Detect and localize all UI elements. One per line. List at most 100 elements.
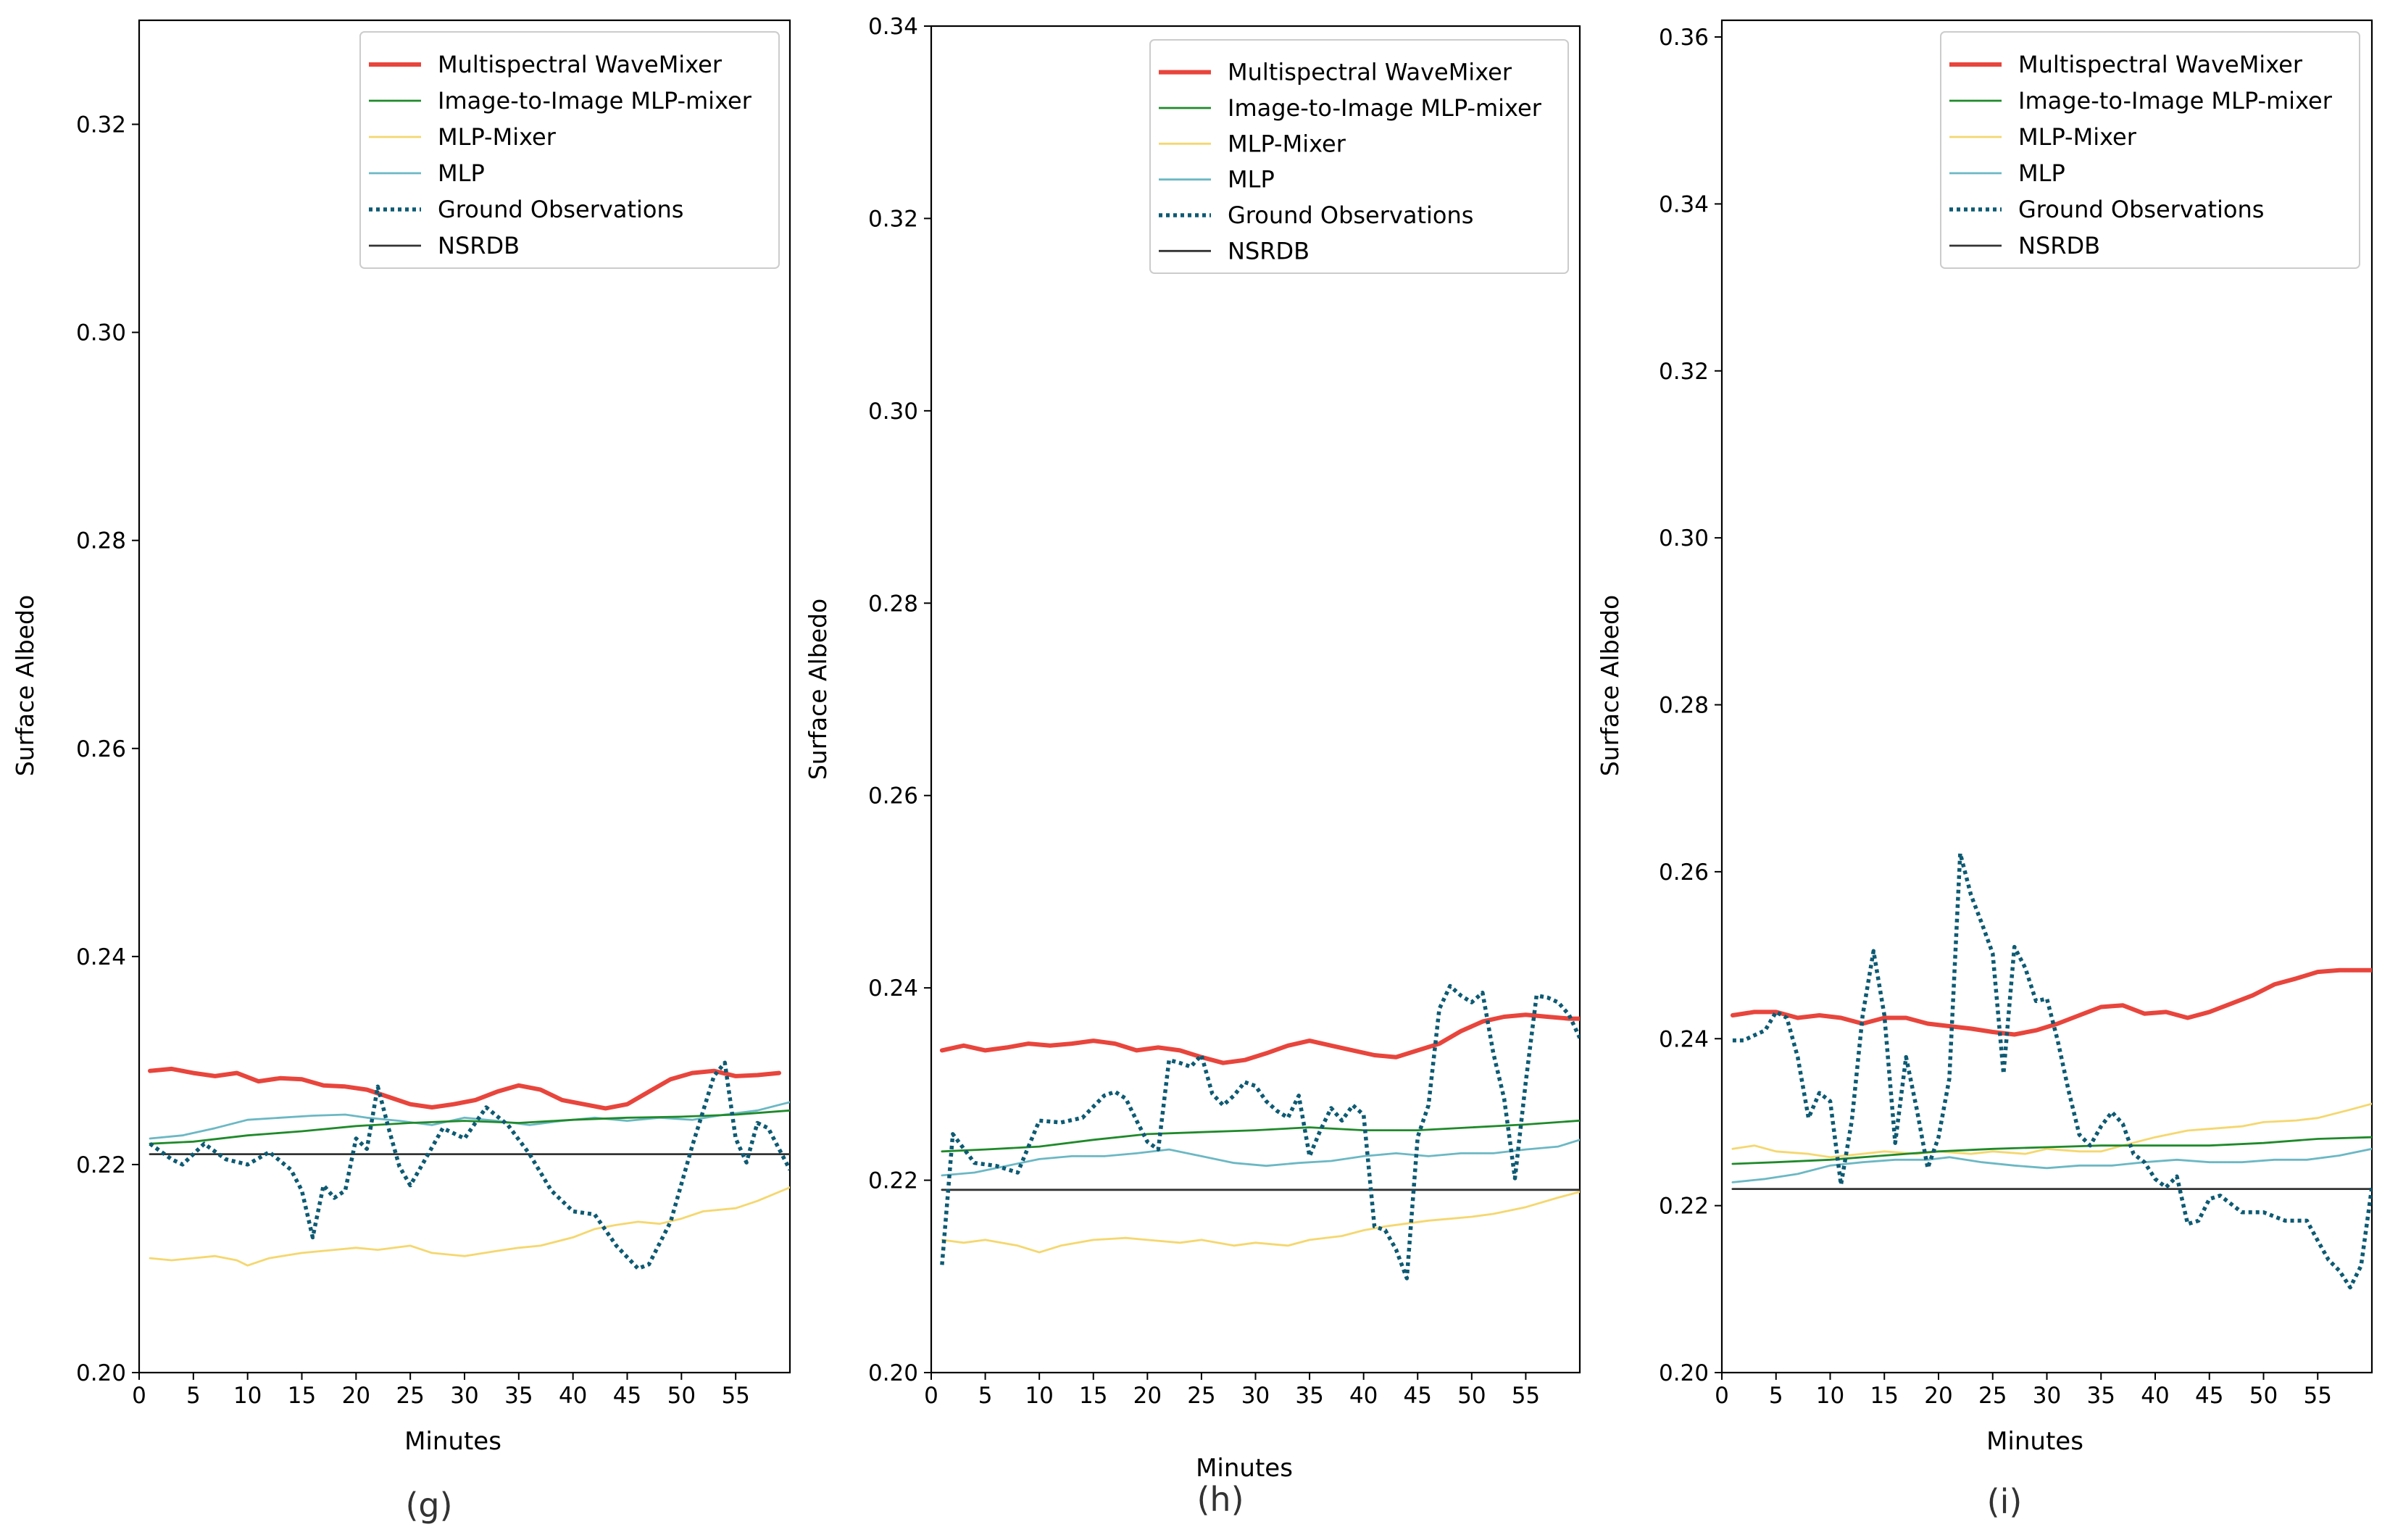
y-tick-label: 0.26 — [868, 783, 918, 809]
x-tick-label: 0 — [924, 1383, 938, 1409]
y-axis-label: Surface Albedo — [11, 595, 39, 776]
series-line-mlp — [149, 1101, 790, 1140]
x-tick-label: 45 — [613, 1383, 641, 1409]
legend-label: NSRDB — [438, 232, 520, 259]
series-line-image-to-image-mlp-mixer — [149, 1109, 790, 1145]
legend-box — [1149, 39, 1569, 274]
series-line-mlp-mixer — [1731, 1102, 2372, 1159]
x-tick-label: 5 — [1769, 1383, 1783, 1409]
y-tick-label: 0.36 — [1659, 25, 1709, 51]
y-tick-label: 0.24 — [76, 944, 126, 970]
x-tick-label: 25 — [1187, 1383, 1215, 1409]
legend-box — [1940, 31, 2360, 269]
legend-label: NSRDB — [1228, 237, 1309, 265]
y-tick-label: 0.28 — [1659, 693, 1709, 719]
x-tick-label: 45 — [1404, 1383, 1432, 1409]
y-tick-label: 0.26 — [76, 736, 126, 762]
y-tick-label: 0.30 — [76, 320, 126, 346]
y-tick-label: 0.22 — [1659, 1194, 1709, 1220]
x-axis-label: Minutes — [1986, 1427, 2083, 1456]
x-tick-label: 35 — [2087, 1383, 2115, 1409]
series-line-mlp-mixer — [941, 1191, 1580, 1254]
legend-label: MLP — [438, 159, 485, 187]
y-axis-label: Surface Albedo — [804, 599, 832, 780]
legend-label: Image-to-Image MLP-mixer — [2018, 87, 2333, 115]
legend-label: MLP-Mixer — [1228, 130, 1346, 157]
series-line-ground-observations — [149, 1060, 790, 1271]
legend-label: MLP-Mixer — [438, 123, 557, 151]
legend-label: Multispectral WaveMixer — [438, 51, 723, 78]
legend: Multispectral WaveMixer Image-to-Image ML… — [359, 31, 780, 269]
y-tick-label: 0.32 — [76, 112, 126, 138]
legend-label: Ground Observations — [2018, 196, 2264, 223]
legend-label: Ground Observations — [438, 196, 683, 223]
x-tick-label: 30 — [2033, 1383, 2061, 1409]
legend-label: Image-to-Image MLP-mixer — [1228, 94, 1542, 122]
series-line-mlp — [1731, 1147, 2372, 1183]
legend-label: MLP — [1228, 166, 1275, 193]
legend-label: Multispectral WaveMixer — [2018, 51, 2303, 78]
x-tick-label: 50 — [2249, 1383, 2278, 1409]
x-tick-label: 0 — [1715, 1383, 1729, 1409]
x-tick-label: 5 — [978, 1383, 993, 1409]
series-group — [148, 1060, 790, 1271]
x-axis-label: Minutes — [1196, 1454, 1293, 1483]
x-tick-label: 10 — [1025, 1383, 1053, 1409]
y-tick-label: 0.24 — [868, 975, 918, 1002]
x-tick-label: 30 — [1241, 1383, 1270, 1409]
y-tick-label: 0.32 — [1659, 359, 1709, 385]
y-tick-label: 0.20 — [868, 1360, 918, 1386]
x-tick-label: 50 — [1457, 1383, 1486, 1409]
x-tick-label: 0 — [132, 1383, 146, 1409]
panel-caption: (h) — [1196, 1480, 1244, 1519]
chart-panel-g: Surface Albedo Minutes (g) 0 5 10 15 20 25 30 3… — [11, 19, 791, 1525]
x-tick-label: 30 — [450, 1383, 478, 1409]
y-tick-label: 0.22 — [76, 1152, 126, 1178]
x-tick-label: 25 — [1978, 1383, 2007, 1409]
y-axis-label: Surface Albedo — [1596, 595, 1624, 776]
legend-label: NSRDB — [2018, 232, 2100, 259]
y-tick-label: 0.34 — [868, 14, 918, 40]
series-line-multispectral-wavemixer — [148, 1066, 781, 1111]
panel-caption: (i) — [1987, 1482, 2023, 1521]
legend-label: Image-to-Image MLP-mixer — [438, 87, 752, 115]
y-tick-label: 0.30 — [868, 399, 918, 425]
x-tick-label: 40 — [2141, 1383, 2169, 1409]
x-tick-label: 45 — [2195, 1383, 2223, 1409]
y-tick-label: 0.24 — [1659, 1026, 1709, 1052]
series-line-mlp — [941, 1139, 1580, 1177]
y-tick-label: 0.20 — [1659, 1360, 1709, 1386]
y-tick-label: 0.26 — [1659, 860, 1709, 886]
series-line-image-to-image-mlp-mixer — [941, 1119, 1580, 1153]
x-tick-label: 35 — [504, 1383, 533, 1409]
x-tick-label: 25 — [396, 1383, 424, 1409]
chart-panel-h: Surface Albedo Minutes (h) 0 5 10 15 20 25 30 3… — [804, 14, 1581, 1519]
series-line-image-to-image-mlp-mixer — [1731, 1136, 2372, 1165]
x-tick-label: 55 — [2304, 1383, 2332, 1409]
x-tick-label: 55 — [721, 1383, 749, 1409]
y-tick-label: 0.28 — [76, 528, 126, 554]
x-tick-label: 15 — [1079, 1383, 1107, 1409]
series-line-mlp-mixer — [149, 1186, 790, 1267]
legend-label: Ground Observations — [1228, 201, 1473, 229]
x-tick-label: 15 — [288, 1383, 316, 1409]
x-tick-label: 5 — [186, 1383, 201, 1409]
x-tick-label: 20 — [342, 1383, 370, 1409]
x-tick-label: 20 — [1924, 1383, 1952, 1409]
y-tick-label: 0.34 — [1659, 191, 1709, 217]
x-tick-label: 35 — [1295, 1383, 1323, 1409]
y-tick-label: 0.28 — [868, 591, 918, 617]
y-tick-label: 0.20 — [76, 1360, 126, 1386]
legend: Multispectral WaveMixer Image-to-Image ML… — [1940, 31, 2360, 269]
legend-label: MLP — [2018, 159, 2065, 187]
series-group — [1730, 851, 2372, 1290]
y-tick-label: 0.30 — [1659, 525, 1709, 552]
legend: Multispectral WaveMixer Image-to-Image ML… — [1149, 39, 1569, 274]
x-tick-label: 15 — [1870, 1383, 1899, 1409]
legend-label: Multispectral WaveMixer — [1228, 59, 1512, 86]
x-tick-label: 40 — [1349, 1383, 1378, 1409]
chart-panel-i: Surface Albedo Minutes (i) 0 5 10 15 20 25 30 3… — [1596, 19, 2373, 1521]
series-line-multispectral-wavemixer — [939, 1012, 1580, 1065]
x-tick-label: 10 — [1816, 1383, 1844, 1409]
